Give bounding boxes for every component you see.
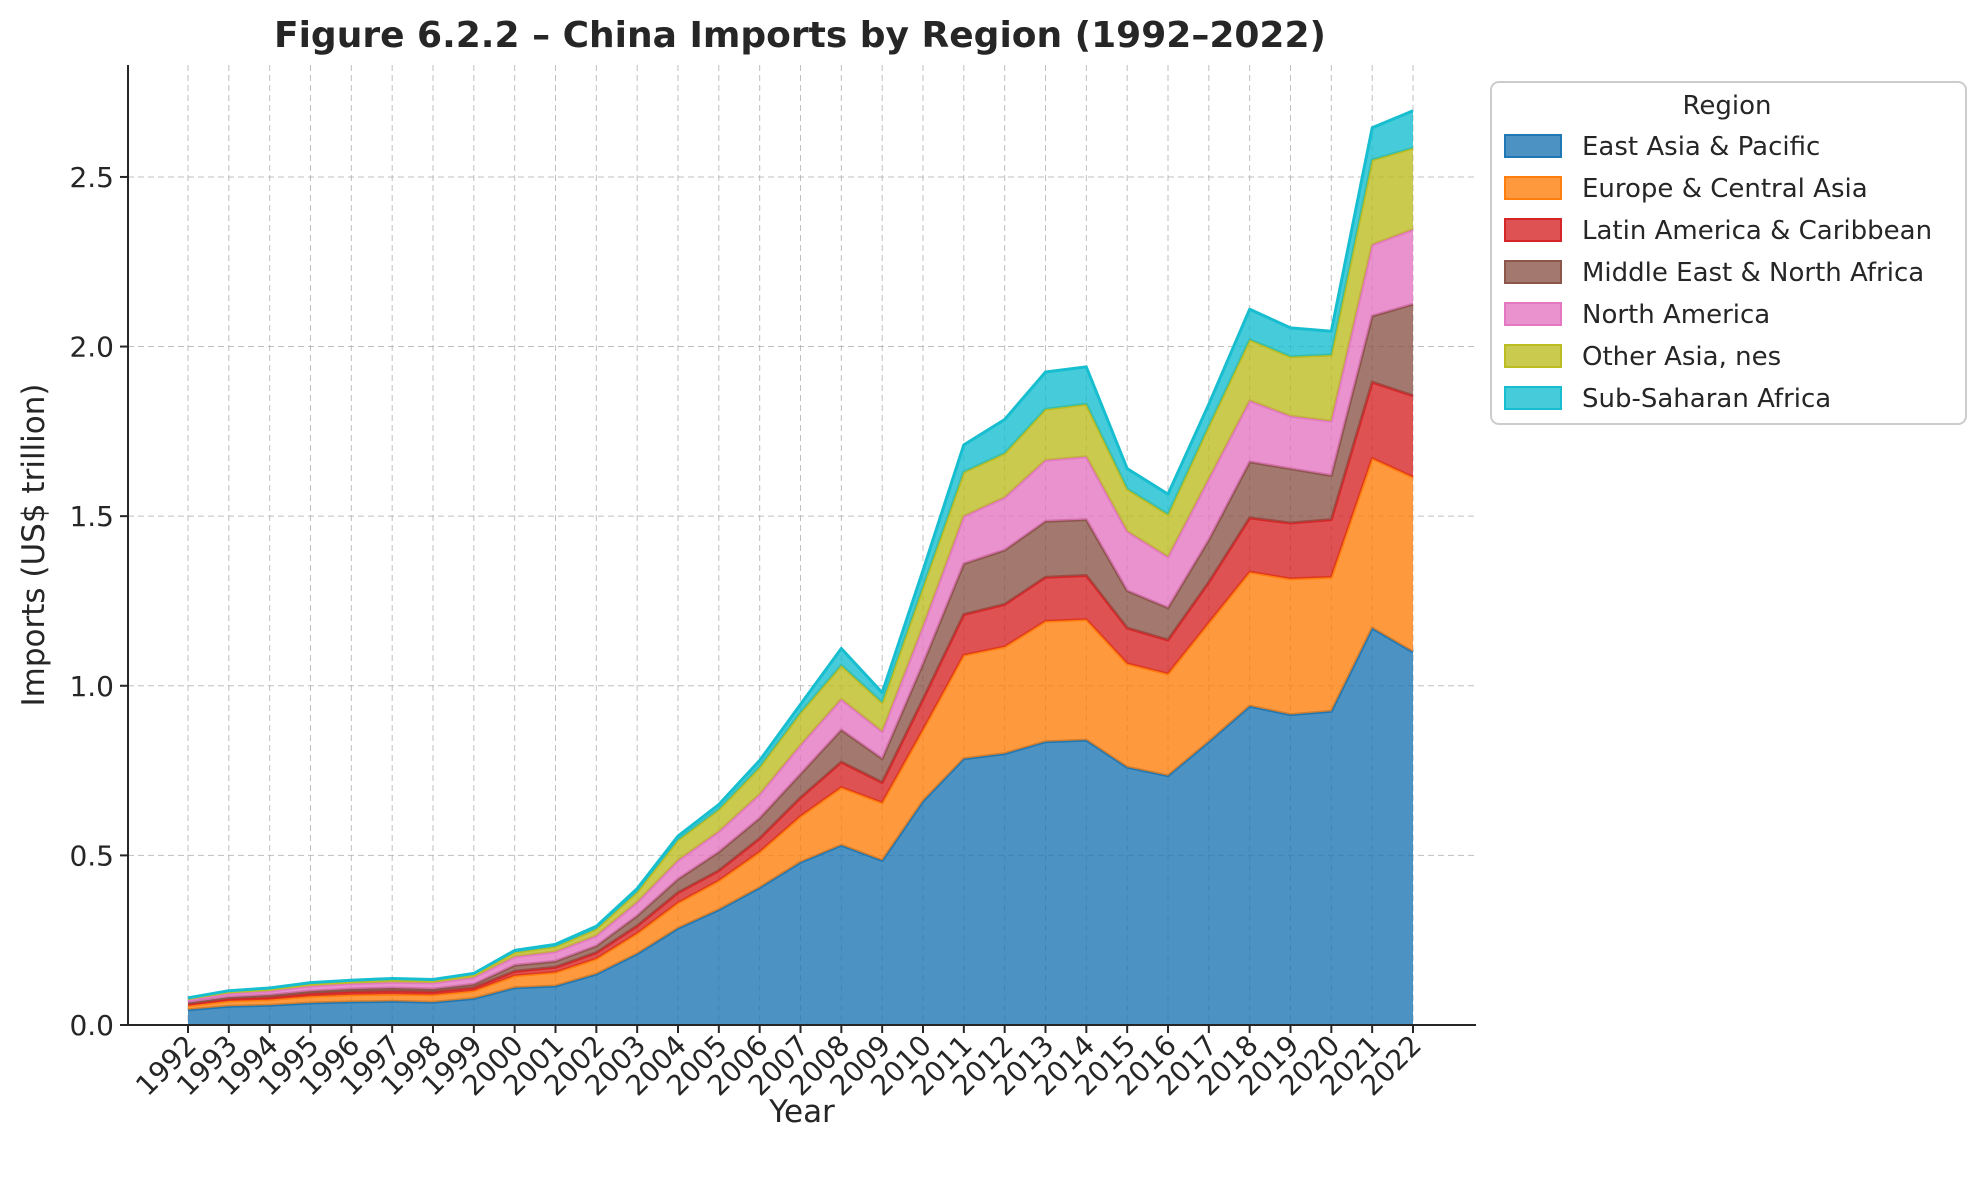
y-tick-label: 1.5 <box>69 500 114 533</box>
y-axis-label: Imports (US$ trillion) <box>16 384 52 707</box>
y-tick-label: 1.0 <box>69 670 114 703</box>
legend-swatch-east-asia-pacific <box>1504 134 1562 158</box>
area-east-asia-pacific <box>188 628 1413 1025</box>
legend-items: East Asia & Pacific Europe & Central Asia… <box>1504 132 1932 414</box>
legend-swatch-latin-america-caribbean <box>1504 218 1562 242</box>
legend-label-north-america: North America <box>1582 300 1770 330</box>
legend-swatch-north-america <box>1504 302 1562 326</box>
y-tick-label: 2.0 <box>69 331 114 364</box>
legend-label-other-asia-nes: Other Asia, nes <box>1582 342 1781 372</box>
legend-swatch-middle-east-north-africa <box>1504 260 1562 284</box>
legend-swatch-sub-saharan-africa <box>1504 386 1562 410</box>
legend-swatch-other-asia-nes <box>1504 344 1562 368</box>
legend-label-europe-central-asia: Europe & Central Asia <box>1582 174 1868 204</box>
legend-label-middle-east-north-africa: Middle East & North Africa <box>1582 258 1924 288</box>
legend: Region East Asia & Pacific Europe & Centr… <box>1490 81 1967 425</box>
area-europe-central-asia <box>188 458 1413 1010</box>
x-axis-label: Year <box>768 1094 835 1130</box>
legend-box <box>1490 81 1967 425</box>
x-tick-labels: 1992199319941995199619971998199920002001… <box>129 1025 1428 1102</box>
y-tick-labels: 0.0 0.5 1.0 1.5 2.0 2.5 <box>69 161 128 1042</box>
stacked-areas <box>187 109 1414 1025</box>
legend-title: Region <box>1682 91 1771 121</box>
legend-label-east-asia-pacific: East Asia & Pacific <box>1582 132 1820 162</box>
legend-label-latin-america-caribbean: Latin America & Caribbean <box>1582 216 1932 246</box>
legend-swatch-europe-central-asia <box>1504 176 1562 200</box>
y-tick-label: 2.5 <box>69 161 114 194</box>
line-sub-saharan-africa <box>187 109 1414 1000</box>
legend-label-sub-saharan-africa: Sub-Saharan Africa <box>1582 384 1831 414</box>
y-tick-label: 0.5 <box>69 839 114 872</box>
chart-title: Figure 6.2.2 – China Imports by Region (… <box>274 15 1326 56</box>
y-tick-label: 0.0 <box>69 1009 114 1042</box>
